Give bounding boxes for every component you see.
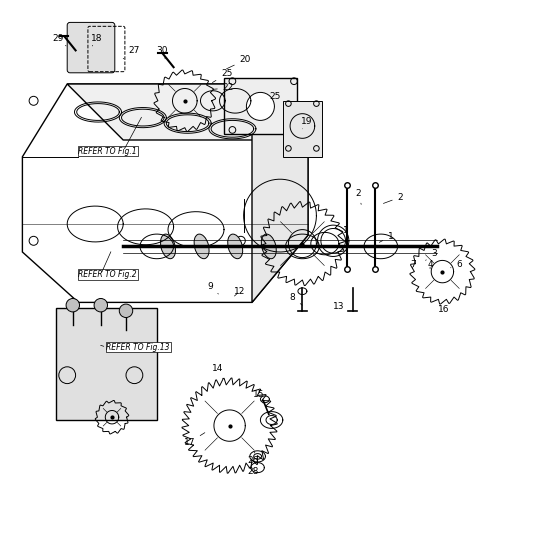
Text: REFER TO Fig.13: REFER TO Fig.13	[106, 343, 170, 352]
Text: 20: 20	[226, 55, 251, 69]
Text: 19: 19	[301, 117, 312, 129]
Text: 29: 29	[52, 34, 66, 46]
Text: 27: 27	[123, 46, 140, 59]
Circle shape	[119, 304, 133, 318]
Text: 25: 25	[270, 92, 281, 106]
Polygon shape	[224, 78, 297, 134]
Text: 28: 28	[248, 467, 259, 476]
Ellipse shape	[262, 234, 276, 259]
Text: 15: 15	[253, 390, 264, 403]
Text: 8: 8	[290, 293, 302, 305]
Circle shape	[246, 92, 274, 120]
Text: 2: 2	[356, 189, 361, 204]
Circle shape	[66, 298, 80, 312]
Text: 1: 1	[343, 226, 349, 241]
FancyBboxPatch shape	[67, 22, 115, 73]
Ellipse shape	[228, 234, 242, 259]
Ellipse shape	[161, 234, 175, 259]
Bar	[283, 101, 322, 157]
Text: 1: 1	[379, 232, 394, 242]
Text: REFER TO Fig.2: REFER TO Fig.2	[78, 270, 137, 279]
Bar	[56, 308, 157, 420]
Text: 17: 17	[184, 433, 205, 447]
Text: 22: 22	[213, 83, 234, 92]
Ellipse shape	[194, 234, 209, 259]
Text: 18: 18	[91, 34, 102, 46]
Text: 14: 14	[212, 364, 223, 379]
Polygon shape	[67, 84, 308, 140]
Text: 7: 7	[410, 260, 416, 269]
Text: 16: 16	[438, 305, 450, 314]
Text: 9: 9	[207, 282, 218, 294]
Text: 6: 6	[451, 260, 462, 269]
Text: 30: 30	[157, 46, 168, 59]
Text: 2: 2	[384, 193, 403, 203]
Text: 25: 25	[212, 69, 232, 82]
Text: 26: 26	[248, 452, 259, 465]
Circle shape	[94, 298, 108, 312]
Text: 3: 3	[426, 249, 437, 260]
Text: 13: 13	[333, 302, 350, 311]
Text: REFER TO Fig.1: REFER TO Fig.1	[78, 147, 137, 156]
Text: 4: 4	[427, 260, 433, 269]
Text: 12: 12	[234, 287, 245, 296]
Polygon shape	[252, 84, 308, 302]
